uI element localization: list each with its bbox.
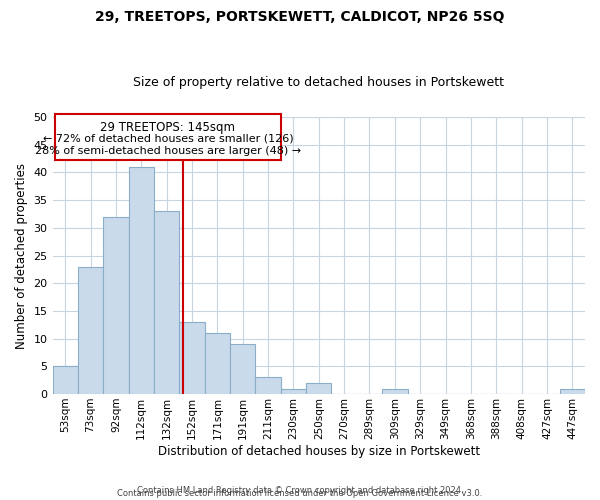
Bar (179, 322, 205, 394)
Bar (256, 378, 281, 394)
Bar (128, 167, 154, 394)
Bar (205, 333, 230, 394)
Bar (382, 388, 407, 394)
Text: 29, TREETOPS, PORTSKEWETT, CALDICOT, NP26 5SQ: 29, TREETOPS, PORTSKEWETT, CALDICOT, NP2… (95, 10, 505, 24)
Bar (560, 388, 585, 394)
Bar (281, 388, 306, 394)
Bar (154, 211, 179, 394)
Text: ← 72% of detached houses are smaller (126): ← 72% of detached houses are smaller (12… (43, 134, 293, 143)
Text: 29 TREETOPS: 145sqm: 29 TREETOPS: 145sqm (100, 122, 235, 134)
Y-axis label: Number of detached properties: Number of detached properties (15, 162, 28, 348)
Bar (78, 266, 103, 394)
Bar (306, 383, 331, 394)
Title: Size of property relative to detached houses in Portskewett: Size of property relative to detached ho… (133, 76, 504, 90)
X-axis label: Distribution of detached houses by size in Portskewett: Distribution of detached houses by size … (158, 444, 480, 458)
Bar (53, 366, 78, 394)
Bar (230, 344, 256, 394)
Bar (103, 217, 128, 394)
Text: 28% of semi-detached houses are larger (48) →: 28% of semi-detached houses are larger (… (35, 146, 301, 156)
Text: Contains public sector information licensed under the Open Government Licence v3: Contains public sector information licen… (118, 488, 482, 498)
Bar (55, 114, 281, 160)
Text: Contains HM Land Registry data © Crown copyright and database right 2024.: Contains HM Land Registry data © Crown c… (137, 486, 463, 495)
